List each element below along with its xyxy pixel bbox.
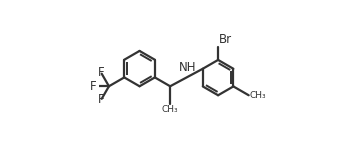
Text: CH₃: CH₃: [249, 91, 266, 100]
Text: CH₃: CH₃: [162, 105, 178, 114]
Text: Br: Br: [219, 33, 232, 46]
Text: F: F: [98, 93, 104, 106]
Text: NH: NH: [179, 61, 196, 74]
Text: F: F: [90, 80, 96, 93]
Text: F: F: [98, 66, 104, 79]
